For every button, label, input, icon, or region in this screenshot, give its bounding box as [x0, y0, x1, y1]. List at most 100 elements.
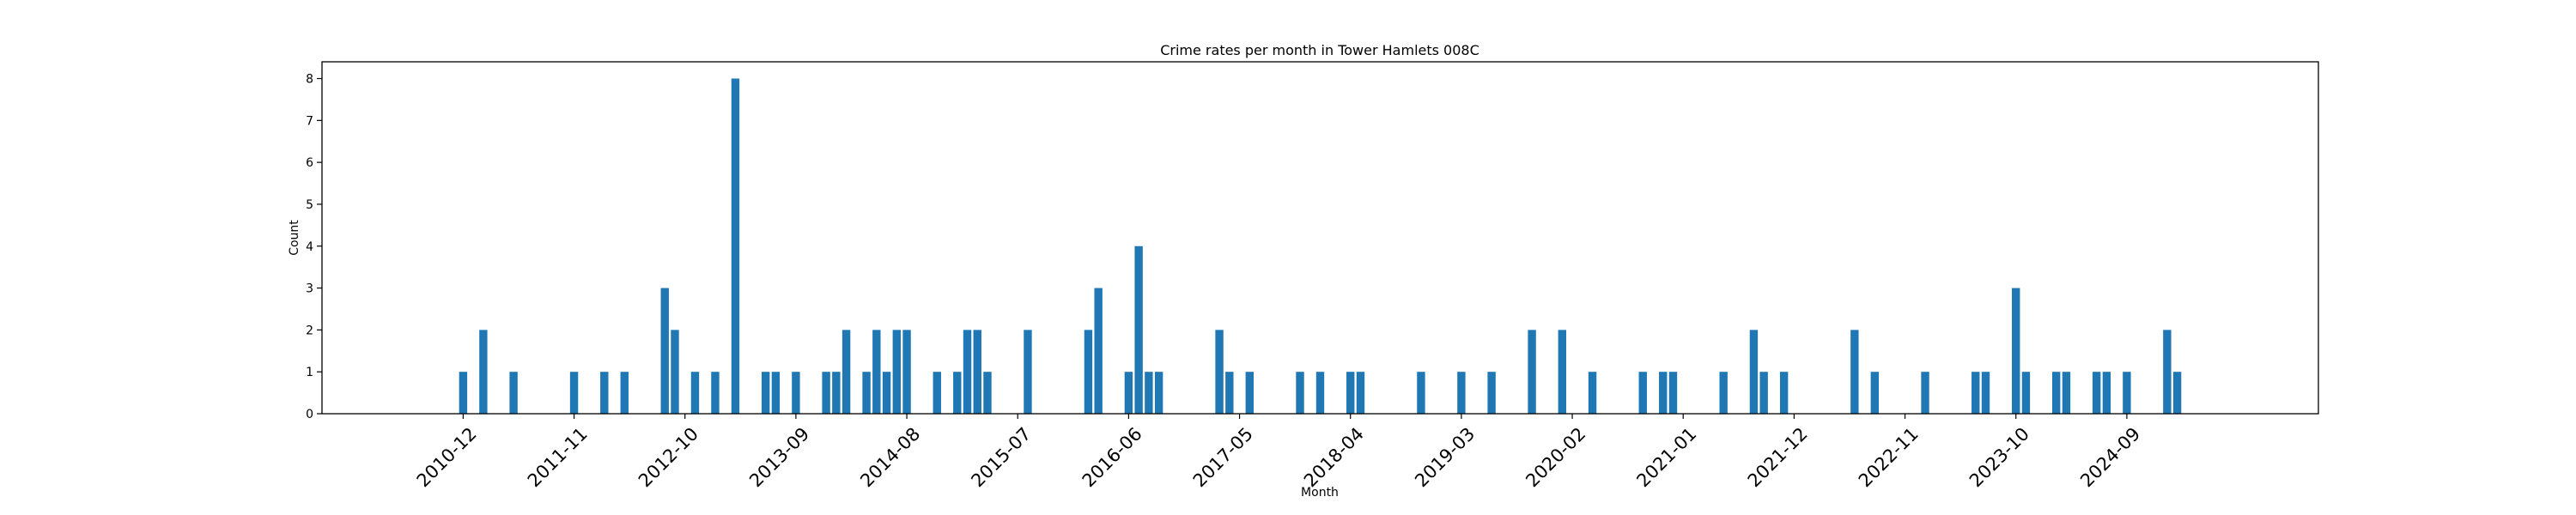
- bar-2022-06: [1850, 330, 1859, 414]
- x-tick-label: 2013-09: [745, 423, 813, 491]
- bar-2012-08: [660, 288, 669, 414]
- bar-2018-01: [1315, 372, 1325, 414]
- x-tick-label: 2021-12: [1744, 423, 1812, 491]
- bar-2012-09: [671, 330, 679, 414]
- y-tick-label: 7: [306, 114, 313, 128]
- bar-2025-01: [2163, 330, 2172, 414]
- bar-2013-01: [711, 372, 720, 414]
- bar-2015-08: [1024, 330, 1032, 414]
- bar-2014-07: [892, 330, 902, 414]
- x-tick-label: 2010-12: [413, 423, 481, 491]
- bar-2016-07: [1134, 245, 1143, 414]
- bar-2023-11: [2021, 372, 2031, 414]
- y-tick-label: 5: [306, 198, 313, 212]
- bar-2013-06: [761, 372, 770, 414]
- bar-2017-11: [1296, 372, 1304, 414]
- y-tick-label: 3: [306, 282, 313, 296]
- bar-2014-04: [862, 372, 871, 414]
- bar-2012-11: [690, 372, 700, 414]
- bar-2014-06: [882, 372, 891, 414]
- bar-2012-04: [620, 372, 629, 414]
- x-axis: 2010-12 2011-11 2012-10 2013-09 2014-08 2015-…: [413, 414, 2144, 491]
- bar-2018-05: [1356, 372, 1365, 414]
- bar-2020-09: [1638, 372, 1647, 414]
- bar-2015-01: [953, 372, 962, 414]
- y-tick-label: 8: [306, 73, 313, 87]
- bar-2021-05: [1719, 372, 1728, 414]
- bar-2017-03: [1215, 330, 1224, 414]
- x-tick-label: 2012-10: [635, 423, 702, 491]
- y-tick-label: 0: [306, 408, 313, 421]
- bar-2014-02: [841, 330, 851, 414]
- x-tick-label: 2020-02: [1522, 423, 1589, 491]
- bar-2020-04: [1588, 372, 1597, 414]
- bar-2014-01: [832, 372, 841, 414]
- bar-2011-02: [479, 330, 488, 414]
- bar-2015-02: [963, 330, 972, 414]
- y-tick-label: 6: [306, 156, 313, 170]
- x-tick-label: 2014-08: [856, 423, 924, 491]
- x-tick-label: 2017-05: [1189, 423, 1257, 491]
- x-tick-label: 2011-11: [524, 423, 592, 491]
- bar-2018-11: [1417, 372, 1425, 414]
- bar-2017-04: [1225, 372, 1234, 414]
- x-tick-label: 2023-10: [1965, 423, 2033, 491]
- bar-2015-03: [973, 330, 981, 414]
- bar-2016-03: [1094, 288, 1103, 414]
- bar-2021-11: [1779, 372, 1789, 414]
- y-axis: 0 1 2 3 4 5 6 7 8: [306, 73, 322, 421]
- bar-2014-08: [902, 330, 911, 414]
- bar-2019-03: [1457, 372, 1466, 414]
- bar-2013-03: [731, 78, 740, 415]
- bar-2022-08: [1870, 372, 1880, 414]
- bar-2025-02: [2172, 372, 2182, 414]
- bar-2013-12: [822, 372, 830, 414]
- bar-2019-10: [1528, 330, 1536, 414]
- x-tick-label: 2024-09: [2076, 423, 2144, 491]
- bar-2024-02: [2052, 372, 2061, 414]
- bar-2013-09: [792, 372, 800, 414]
- bar-2019-06: [1487, 372, 1496, 414]
- bars-group: [459, 78, 2182, 415]
- x-tick-label: 2021-01: [1632, 423, 1700, 491]
- x-axis-label: Month: [1301, 486, 1339, 500]
- plot-frame: [321, 61, 2319, 415]
- bar-2024-07: [2102, 372, 2111, 414]
- bar-2024-03: [2062, 372, 2071, 414]
- x-tick-label: 2019-03: [1411, 423, 1479, 491]
- y-tick-label: 2: [306, 324, 313, 337]
- bar-2020-01: [1558, 330, 1567, 414]
- bar-2020-12: [1668, 372, 1678, 414]
- bar-2010-12: [459, 372, 468, 414]
- bar-2024-09: [2123, 372, 2131, 414]
- bar-2021-08: [1749, 330, 1759, 414]
- bar-2013-07: [771, 372, 781, 414]
- bar-2011-11: [569, 372, 579, 414]
- bar-2016-02: [1084, 330, 1093, 414]
- bar-2024-06: [2092, 372, 2101, 414]
- bar-2016-09: [1154, 372, 1163, 414]
- chart-title: Crime rates per month in Tower Hamlets 0…: [1160, 42, 1479, 58]
- bar-2014-05: [872, 330, 881, 414]
- x-tick-label: 2022-11: [1855, 423, 1923, 491]
- bar-2011-05: [509, 372, 518, 414]
- x-tick-label: 2015-07: [967, 423, 1035, 491]
- bar-2015-04: [983, 372, 992, 414]
- bar-2016-08: [1145, 372, 1153, 414]
- bar-2020-11: [1659, 372, 1668, 414]
- y-axis-label: Count: [288, 220, 301, 256]
- bar-2012-02: [600, 372, 609, 414]
- bar-2016-06: [1124, 372, 1133, 414]
- bar-2021-09: [1759, 372, 1768, 414]
- bar-2023-07: [1981, 372, 1990, 414]
- bar-2018-04: [1346, 372, 1355, 414]
- bar-2023-06: [1971, 372, 1980, 414]
- bar-2014-11: [933, 372, 941, 414]
- y-tick-label: 1: [306, 366, 313, 379]
- x-tick-label: 2018-04: [1300, 423, 1368, 491]
- bar-2023-01: [1921, 372, 1929, 414]
- bar-2017-06: [1245, 372, 1254, 414]
- bar-2023-10: [2012, 288, 2020, 414]
- y-tick-label: 4: [306, 240, 313, 254]
